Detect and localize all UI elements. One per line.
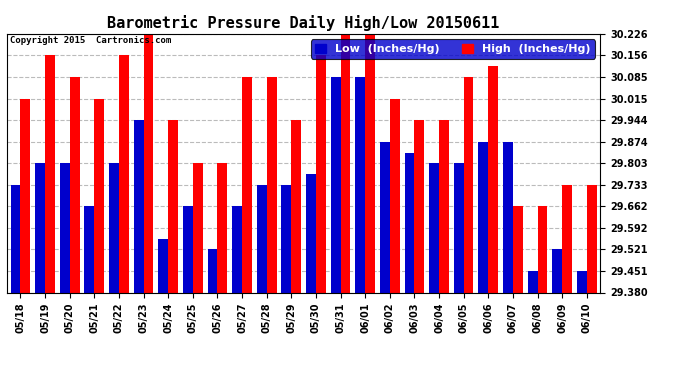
Bar	[341, 34, 351, 292]
Bar	[380, 142, 390, 292]
Bar	[266, 77, 277, 292]
Bar	[217, 163, 227, 292]
Legend: Low  (Inches/Hg), High  (Inches/Hg): Low (Inches/Hg), High (Inches/Hg)	[310, 39, 595, 58]
Bar	[562, 184, 572, 292]
Bar	[489, 66, 498, 292]
Bar	[257, 184, 266, 292]
Bar	[464, 77, 473, 292]
Title: Barometric Pressure Daily High/Low 20150611: Barometric Pressure Daily High/Low 20150…	[108, 15, 500, 31]
Bar	[144, 34, 153, 292]
Bar	[84, 206, 95, 292]
Bar	[282, 184, 291, 292]
Bar	[404, 153, 415, 292]
Bar	[365, 34, 375, 292]
Bar	[193, 163, 203, 292]
Bar	[208, 249, 217, 292]
Bar	[183, 206, 193, 292]
Bar	[168, 120, 178, 292]
Bar	[21, 99, 30, 292]
Bar	[538, 206, 547, 292]
Bar	[503, 142, 513, 292]
Bar	[70, 77, 79, 292]
Bar	[291, 120, 301, 292]
Bar	[586, 184, 597, 292]
Bar	[10, 184, 21, 292]
Bar	[390, 99, 400, 292]
Bar	[233, 206, 242, 292]
Bar	[528, 271, 538, 292]
Bar	[45, 56, 55, 292]
Bar	[95, 99, 104, 292]
Bar	[454, 163, 464, 292]
Bar	[119, 56, 129, 292]
Text: Copyright 2015  Cartronics.com: Copyright 2015 Cartronics.com	[10, 36, 171, 45]
Bar	[60, 163, 70, 292]
Bar	[577, 271, 586, 292]
Bar	[134, 120, 144, 292]
Bar	[429, 163, 439, 292]
Bar	[439, 120, 449, 292]
Bar	[478, 142, 489, 292]
Bar	[331, 77, 341, 292]
Bar	[552, 249, 562, 292]
Bar	[109, 163, 119, 292]
Bar	[355, 77, 365, 292]
Bar	[306, 174, 316, 292]
Bar	[242, 77, 252, 292]
Bar	[158, 239, 168, 292]
Bar	[35, 163, 45, 292]
Bar	[316, 56, 326, 292]
Bar	[513, 206, 523, 292]
Bar	[415, 120, 424, 292]
